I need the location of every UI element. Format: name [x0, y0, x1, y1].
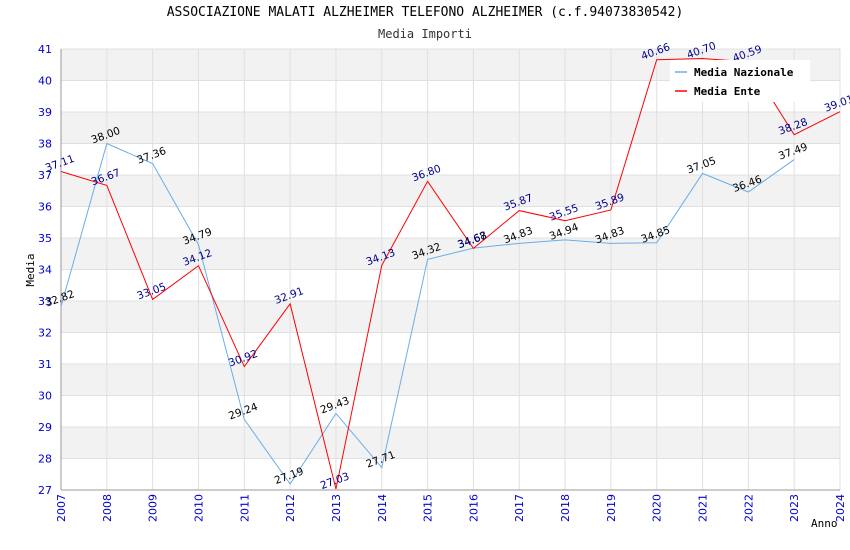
grid-band — [61, 427, 840, 459]
x-tick-label: 2024 — [834, 494, 847, 522]
series-lines — [60, 57, 841, 490]
x-tick-label: 2014 — [376, 494, 389, 522]
legend: Media Nazionale Media Ente — [670, 60, 810, 102]
y-tick-label: 37 — [38, 169, 52, 182]
x-tick-label: 2018 — [559, 494, 572, 522]
x-tick-label: 2009 — [147, 494, 160, 522]
y-tick-label: 32 — [38, 327, 52, 340]
x-tick-labels: 2007 2008 2009 2010 2011 2012 2013 2014 2015 2016… — [55, 494, 847, 522]
y-tick-label: 39 — [38, 106, 52, 119]
y-tick-label: 34 — [38, 264, 52, 277]
y-tick-label: 29 — [38, 421, 52, 434]
x-tick-label: 2022 — [742, 494, 755, 522]
y-tick-label: 31 — [38, 358, 52, 371]
x-axis-title: Anno — [811, 517, 838, 530]
x-tick-label: 2021 — [697, 494, 710, 522]
grid-band — [61, 112, 840, 144]
y-tick-label: 27 — [38, 484, 52, 497]
data-label: 33.05 — [135, 281, 167, 303]
data-label: 29.43 — [319, 395, 351, 417]
data-label: 37.11 — [44, 153, 76, 175]
y-tick-label: 40 — [38, 75, 52, 88]
data-label: 37.05 — [685, 155, 717, 177]
legend-label: Media Nazionale — [694, 66, 794, 79]
x-tick-label: 2023 — [788, 494, 801, 522]
y-tick-label: 28 — [38, 453, 52, 466]
x-tick-label: 2010 — [192, 494, 205, 522]
data-label: 39.01 — [823, 93, 850, 115]
data-label: 37.49 — [777, 141, 809, 163]
series-line-0 — [60, 142, 795, 485]
x-tick-label: 2019 — [605, 494, 618, 522]
legend-box — [670, 60, 810, 102]
axes — [60, 49, 840, 491]
y-tick-label: 35 — [38, 232, 52, 245]
x-tick-label: 2020 — [651, 494, 664, 522]
grid-band — [61, 175, 840, 207]
x-tick-label: 2016 — [467, 494, 480, 522]
chart-subtitle: Media Importi — [378, 27, 472, 41]
data-label: 27.19 — [273, 465, 305, 487]
x-tick-label: 2017 — [513, 494, 526, 522]
y-tick-label: 41 — [38, 43, 52, 56]
y-tick-label: 33 — [38, 295, 52, 308]
legend-label: Media Ente — [694, 85, 761, 98]
x-tick-label: 2012 — [284, 494, 297, 522]
series-line-1 — [60, 57, 841, 490]
x-tick-label: 2007 — [55, 494, 68, 522]
x-tick-label: 2008 — [101, 494, 114, 522]
y-tick-label: 30 — [38, 390, 52, 403]
x-tick-label: 2011 — [238, 494, 251, 522]
chart-title: ASSOCIAZIONE MALATI ALZHEIMER TELEFONO A… — [166, 5, 684, 20]
data-label: 29.24 — [227, 401, 260, 423]
grid-band — [61, 364, 840, 396]
x-tick-label: 2015 — [422, 494, 435, 522]
grid-band — [61, 301, 840, 333]
data-label: 27.03 — [319, 470, 351, 492]
y-tick-labels: 27 28 29 30 31 32 33 34 35 36 37 38 39 40 41 — [38, 43, 52, 497]
y-axis-title: Media — [24, 253, 37, 286]
y-tick-label: 36 — [38, 201, 52, 214]
x-tick-label: 2013 — [330, 494, 343, 522]
y-tick-label: 38 — [38, 138, 52, 151]
